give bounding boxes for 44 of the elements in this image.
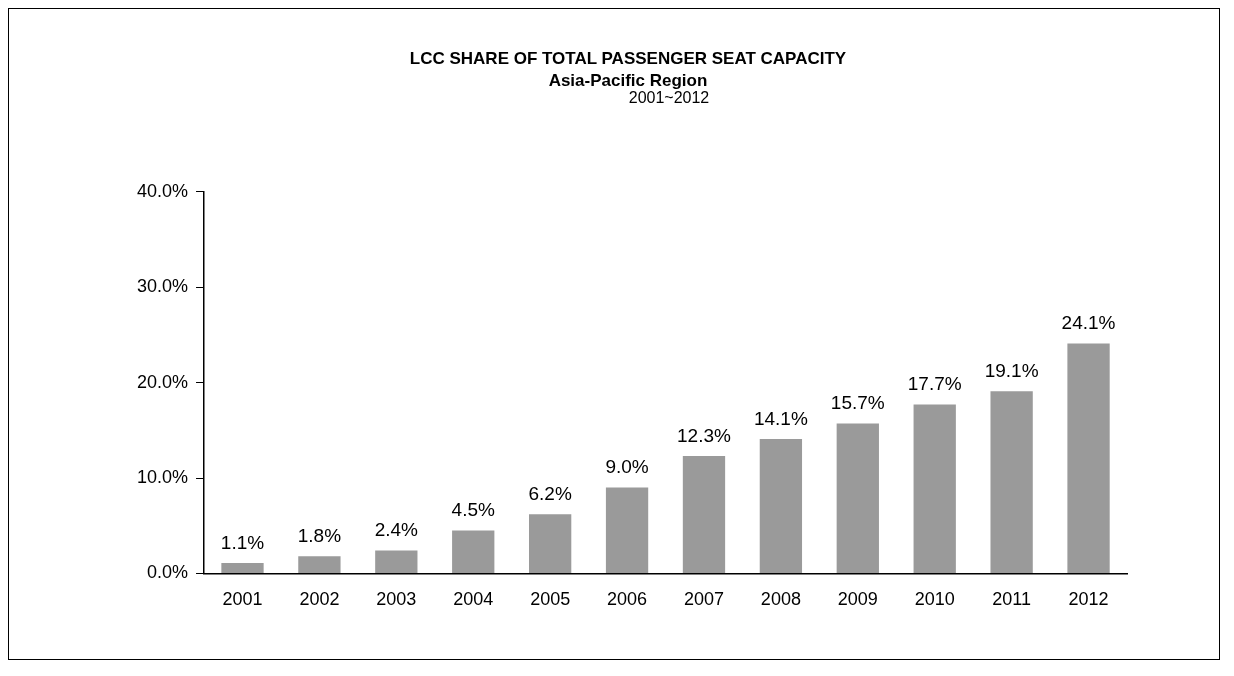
x-tick-label: 2002 <box>299 589 340 610</box>
x-tick-label: 2010 <box>914 589 955 610</box>
bar <box>452 530 495 573</box>
bar <box>759 438 803 573</box>
x-tick-label: 2001 <box>222 589 263 610</box>
y-tick-label: 30.0% <box>136 276 189 297</box>
data-label: 1.8% <box>297 524 342 546</box>
bar <box>605 487 649 573</box>
bar <box>836 423 879 573</box>
data-label: 2.4% <box>374 519 419 541</box>
data-label: 14.1% <box>753 407 808 429</box>
x-tick-label: 2005 <box>530 589 571 610</box>
chart-subtitle: Asia-Pacific Region <box>548 71 708 91</box>
chart-title: LCC SHARE OF TOTAL PASSENGER SEAT CAPACITY <box>409 48 847 68</box>
y-tick-label: 10.0% <box>136 466 189 487</box>
bar <box>682 456 726 573</box>
x-tick-label: 2007 <box>683 589 724 610</box>
x-tick-label: 2012 <box>1068 589 1109 610</box>
data-label: 12.3% <box>677 424 732 446</box>
bar <box>529 514 572 573</box>
bar <box>1067 343 1110 573</box>
bar <box>990 391 1033 573</box>
x-tick-label: 2003 <box>376 589 417 610</box>
data-label: 1.1% <box>220 531 265 553</box>
x-tick-label: 2011 <box>992 589 1031 610</box>
data-label: 17.7% <box>907 373 962 395</box>
x-tick-label: 2006 <box>607 589 648 610</box>
bar <box>913 404 956 573</box>
x-tick-label: 2009 <box>837 589 878 610</box>
data-label: 24.1% <box>1061 312 1116 334</box>
data-label: 4.5% <box>451 499 495 521</box>
y-tick-label: 20.0% <box>136 371 189 392</box>
data-label: 6.2% <box>528 482 572 504</box>
x-tick-label: 2004 <box>453 589 494 610</box>
text: 2001~2012 <box>628 89 710 107</box>
data-label: 19.1% <box>984 359 1039 381</box>
y-tick-label: 0.0% <box>147 562 189 583</box>
bar <box>298 556 341 573</box>
data-label: 9.0% <box>605 456 649 478</box>
bar <box>221 562 264 573</box>
data-label: 15.7% <box>830 392 885 414</box>
x-tick-label: 2008 <box>760 589 801 610</box>
bar <box>375 550 418 573</box>
y-tick-label: 40.0% <box>136 180 189 201</box>
